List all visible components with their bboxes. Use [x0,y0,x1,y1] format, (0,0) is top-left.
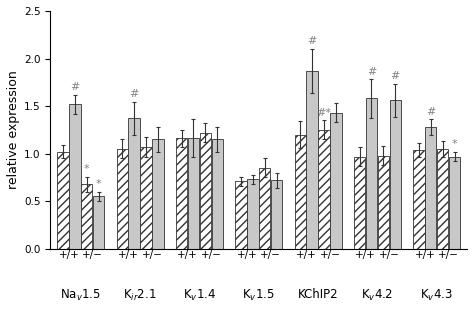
Bar [413,150,425,249]
Bar [200,133,211,249]
Bar [271,180,282,249]
Bar [188,138,199,249]
Bar [390,100,401,249]
Bar [176,138,187,249]
Bar [366,99,377,249]
Text: KChIP2: KChIP2 [298,288,338,301]
Text: K$_v$4.3: K$_v$4.3 [420,288,453,303]
Text: *: * [84,164,90,174]
Y-axis label: relative expression: relative expression [7,70,20,189]
Text: *: * [452,139,457,149]
Text: K$_v$1.5: K$_v$1.5 [242,288,275,303]
Bar [140,147,152,249]
Text: #: # [391,71,400,81]
Bar [247,179,258,249]
Bar [117,149,128,249]
Text: *: * [96,179,101,189]
Bar [319,130,330,249]
Bar [294,135,306,249]
Bar [81,184,92,249]
Bar [449,157,460,249]
Bar [330,113,342,249]
Bar [152,139,164,249]
Text: #*: #* [317,108,331,117]
Bar [69,104,81,249]
Bar [378,156,389,249]
Text: #: # [70,82,80,92]
Text: K$_v$1.4: K$_v$1.4 [183,288,216,303]
Text: K$_{ir}$2.1: K$_{ir}$2.1 [123,288,157,303]
Text: #: # [308,36,317,46]
Bar [307,71,318,249]
Text: K$_v$4.2: K$_v$4.2 [361,288,393,303]
Bar [128,118,140,249]
Bar [354,157,365,249]
Bar [259,168,270,249]
Bar [211,139,223,249]
Text: #: # [426,107,436,116]
Bar [93,197,104,249]
Bar [425,127,437,249]
Bar [235,181,246,249]
Bar [437,149,448,249]
Text: Na$_v$1.5: Na$_v$1.5 [60,288,101,303]
Text: #: # [129,89,139,100]
Bar [57,152,69,249]
Text: #: # [367,67,376,77]
